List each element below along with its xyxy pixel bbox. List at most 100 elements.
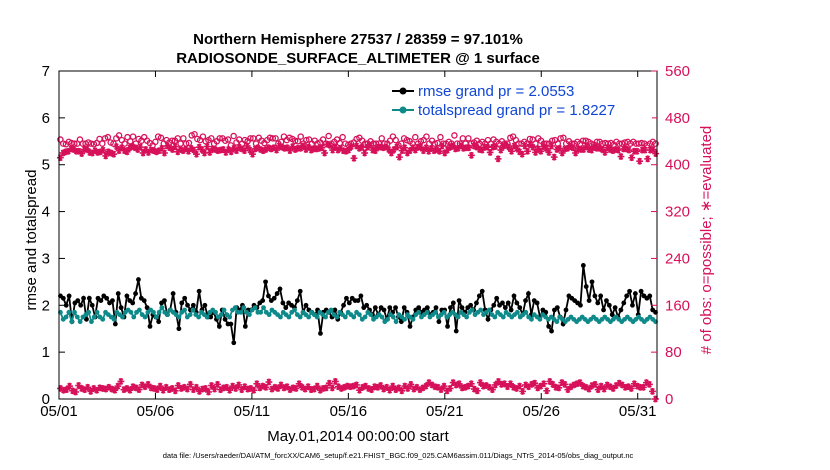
totalspread-point xyxy=(362,314,368,320)
obs-possible-point xyxy=(191,131,198,138)
obs-evaluated-point xyxy=(543,387,551,395)
obs-evaluated-point xyxy=(436,147,443,155)
obs-evaluated-point xyxy=(193,150,200,158)
rmse-point xyxy=(185,302,190,308)
obs-evaluated-point xyxy=(473,387,481,395)
rmse-point xyxy=(303,302,309,308)
legend-spread-marker xyxy=(399,106,407,114)
totalspread-point xyxy=(165,312,170,318)
y-tick-label-right: 480 xyxy=(665,110,690,127)
obs-evaluated-point xyxy=(492,143,499,150)
rmse-point xyxy=(190,302,196,308)
totalspread-point xyxy=(241,305,247,311)
x-tick-label: 05/26 xyxy=(522,403,560,420)
rmse-point xyxy=(242,323,248,329)
rmse-point xyxy=(583,284,589,289)
rmse-point xyxy=(115,291,121,296)
rmse-point xyxy=(621,300,627,306)
obs-evaluated-point xyxy=(232,385,240,392)
series-obs-evaluated xyxy=(56,140,660,165)
totalspread-point xyxy=(136,307,142,313)
obs-possible-point xyxy=(652,140,659,147)
totalspread-point xyxy=(204,314,210,320)
totalspread-point xyxy=(402,316,407,322)
rmse-point xyxy=(147,323,153,329)
obs-possible-point xyxy=(398,140,405,147)
obs-evaluated-point xyxy=(318,144,326,152)
legend-box xyxy=(390,81,652,123)
totalspread-point xyxy=(247,312,252,318)
rmse-point xyxy=(283,305,289,311)
obs-possible-point xyxy=(431,140,439,147)
totalspread-point xyxy=(176,314,182,320)
totalspread-point xyxy=(455,314,461,320)
data-file-footer: data file: /Users/raeder/DAI/ATM_forcXX/… xyxy=(163,451,634,460)
obs-evaluated-point xyxy=(585,385,593,393)
obs-evaluated-point xyxy=(126,386,134,394)
obs-evaluated-point xyxy=(519,387,527,395)
totalspread-point xyxy=(492,314,498,320)
rmse-point xyxy=(546,323,552,329)
obs-evaluated-point xyxy=(537,147,545,155)
rmse-point xyxy=(318,331,323,336)
obs-evaluated-point xyxy=(422,382,430,390)
totalspread-point xyxy=(74,314,80,320)
rmse-point xyxy=(416,305,422,311)
obs-possible-point xyxy=(294,138,302,145)
rmse-point xyxy=(407,323,413,329)
rmse-point xyxy=(630,302,635,308)
obs-evaluated-point xyxy=(468,151,475,159)
obs-evaluated-point xyxy=(438,142,446,150)
rmse-point xyxy=(170,291,176,296)
rmse-point xyxy=(63,302,69,308)
rmse-point xyxy=(526,291,531,296)
obs-evaluated-point xyxy=(366,141,374,149)
obs-evaluated-point xyxy=(440,382,448,390)
totalspread-point xyxy=(486,307,492,313)
totalspread-point xyxy=(142,314,148,320)
obs-evaluated-point xyxy=(395,384,403,392)
obs-evaluated-point xyxy=(569,144,577,152)
rmse-point xyxy=(479,288,485,294)
rmse-point xyxy=(604,298,609,303)
obs-evaluated-point xyxy=(614,146,622,154)
y-tick-label-left: 6 xyxy=(42,110,50,127)
obs-evaluated-point xyxy=(455,380,463,388)
obs-possible-point xyxy=(378,135,386,142)
rmse-point xyxy=(474,300,479,306)
totalspread-point xyxy=(187,312,193,318)
obs-possible-point xyxy=(451,132,458,139)
rmse-point xyxy=(133,291,138,296)
obs-evaluated-point xyxy=(518,150,526,158)
obs-possible-point xyxy=(291,137,299,144)
rmse-point xyxy=(554,305,560,311)
totalspread-point xyxy=(410,316,416,322)
obs-evaluated-point xyxy=(389,382,397,390)
obs-evaluated-point xyxy=(516,382,523,390)
totalspread-point xyxy=(156,309,162,315)
obs-evaluated-point xyxy=(494,155,502,163)
obs-evaluated-point xyxy=(161,149,168,157)
totalspread-point xyxy=(153,314,159,320)
obs-evaluated-point xyxy=(183,385,191,393)
rmse-point xyxy=(81,295,86,301)
rmse-point xyxy=(476,293,482,299)
obs-evaluated-point xyxy=(205,388,212,396)
rmse-point xyxy=(98,298,104,303)
obs-possible-point xyxy=(423,133,430,140)
obs-possible-point xyxy=(59,140,67,147)
totalspread-point xyxy=(232,305,238,311)
obs-evaluated-point xyxy=(561,380,569,388)
rmse-point xyxy=(448,305,453,311)
rmse-point xyxy=(141,298,147,303)
rmse-point xyxy=(176,326,182,332)
obs-evaluated-point xyxy=(467,380,475,388)
obs-evaluated-point xyxy=(137,143,144,151)
rmse-point xyxy=(511,293,517,299)
rmse-point xyxy=(104,295,110,301)
totalspread-point xyxy=(252,305,258,311)
plot-area xyxy=(56,70,660,403)
obs-evaluated-point xyxy=(117,378,125,385)
plot-frame xyxy=(58,70,658,400)
